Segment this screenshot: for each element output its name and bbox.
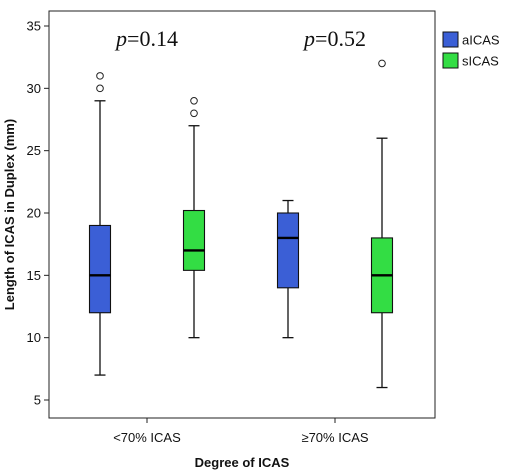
legend-swatch [442,31,459,48]
plot-area-frame [48,10,436,419]
y-tick-label: 5 [34,393,41,408]
legend-swatch [442,52,459,69]
y-tick-label: 25 [27,143,41,158]
outlier-point [190,109,198,118]
y-axis: 5 10 15 20 25 30 35 [27,19,49,408]
p-value-annotation: p=0.52 [302,26,366,51]
outlier-point [378,59,386,68]
legend-label: sICAS [462,54,499,69]
box [182,209,206,271]
y-tick-label: 35 [27,19,41,34]
x-axis-title: Degree of ICAS [195,455,290,470]
y-axis-title: Length of ICAS in Duplex (mm) [2,119,17,310]
outlier-point [96,84,104,93]
x-tick-label: ≥70% ICAS [301,430,368,445]
p-value: =0.14 [127,26,178,51]
y-tick-label: 20 [27,206,41,221]
y-tick-label: 30 [27,81,41,96]
p-value: =0.52 [315,26,366,51]
y-tick-label: 15 [27,268,41,283]
p-symbol: p [302,26,315,51]
box [276,212,300,289]
p-value-annotation: p=0.14 [114,26,178,51]
legend-label: aICAS [462,33,500,48]
legend: aICAS sICAS [442,31,500,69]
box [88,224,112,314]
outlier-point [190,97,198,105]
p-symbol: p [114,26,127,51]
annotation-group: p=0.14 p=0.52 [114,26,366,51]
y-tick-label: 10 [27,330,41,345]
outlier-point [96,72,104,80]
box-group [88,59,394,389]
x-tick-label: <70% ICAS [113,430,181,445]
x-axis: <70% ICAS ≥70% ICAS [113,418,369,445]
